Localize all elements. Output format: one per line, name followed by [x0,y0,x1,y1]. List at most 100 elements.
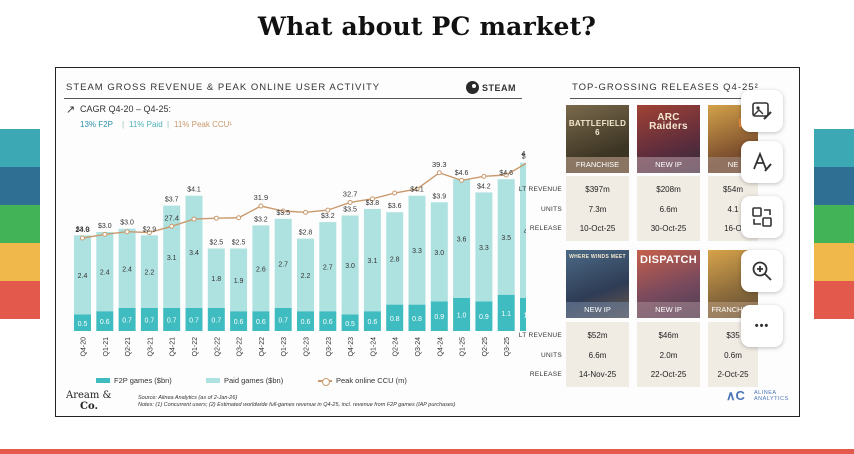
row1-revenue-3: $54m [722,185,743,194]
image-edit-button[interactable] [741,90,783,132]
game-tag: FRANCHISE [566,157,629,173]
row2-revenue-1: $52m [587,331,608,340]
x-tick-label: Q4-24 [437,337,444,357]
source-text: Source: Alinea Analytics (as of 2-Jan-26… [138,395,238,401]
right-color-tab-teal [814,129,854,167]
paid-bar [74,235,91,315]
f2p-bar [230,311,248,331]
f2p-bar [497,294,515,331]
f2p-bar [386,304,404,331]
row1-revenue-2: $208m [656,185,681,194]
paid-bar [140,235,158,308]
text-style-icon [753,151,772,172]
alinea-logo-text: ALINEA ANALYTICS [754,390,789,402]
paid-bar [408,195,426,305]
total-value-label: $4.1 [187,187,201,194]
paid-bar [274,218,292,308]
game-title: DISPATCH [640,254,697,266]
paid-bar [363,208,381,312]
left-color-tab-blue [0,167,40,205]
chart-source: Source: Alinea Analytics (as of 2-Jan-26… [138,395,518,409]
row1-units-2: 6.6m [659,205,678,214]
game-tile-where-winds-meet: WHERE WINDS MEET NEW IP [566,250,629,318]
f2p-bar [363,311,381,331]
metric-col-4 [566,322,629,387]
row1-label-release: RELEASE [529,225,562,232]
swap-button[interactable] [741,196,783,238]
ccu-value-label: 39.3 [432,160,447,169]
f2p-value-label: 0.7 [211,317,221,324]
cagr-title: CAGR Q4-20 – Q4-25: [80,104,172,114]
total-value-label: $2.5 [209,240,223,247]
row2-release-2: 22-Oct-25 [650,370,687,379]
x-tick-label: Q1-24 [370,337,377,357]
zoom-in-button[interactable] [741,250,783,292]
x-tick-label: Q1-23 [281,337,288,357]
x-tick-label: Q1-21 [103,337,110,357]
f2p-bar [430,301,448,331]
f2p-bar [475,301,493,331]
steam-chart-header: STEAM GROSS REVENUE & PEAK ONLINE USER A… [66,82,381,93]
right-color-tab-blue [814,167,854,205]
ccu-value-label: 32.7 [343,189,358,198]
total-value-label: $4.6 [499,170,513,177]
game-tile-dispatch: DISPATCH NEW IP [637,250,700,318]
cagr-separator-2: | [167,120,170,129]
game-tile-battlefield: BATTLEFIELD 6 FRANCHISE [566,105,629,173]
text-style-button[interactable] [741,141,783,183]
left-header-rule [64,98,522,99]
ccu-point [191,216,197,222]
zoom-in-icon [752,261,772,281]
f2p-value-label: 1.0 [457,313,467,320]
paid-value-label: 2.4 [78,273,88,280]
total-value-label: $3.2 [254,216,268,223]
f2p-bar [319,311,337,331]
row1-units-3: 4.1 [727,205,739,214]
ccu-point [169,223,175,229]
f2p-bar [163,307,181,331]
bottom-accent-rule [0,449,854,454]
x-tick-label: Q3-25 [504,337,511,357]
game-tag: NEW IP [637,302,700,318]
paid-bar [118,228,136,308]
paid-value-label: 2.6 [256,266,266,273]
legend-f2p: F2P games ($bn) [96,376,172,385]
f2p-value-label: 0.5 [345,321,355,328]
ccu-value-label: 31.9 [254,193,269,202]
x-tick-label: Q2-23 [304,337,311,357]
legend-paid-label: Paid games ($bn) [224,376,284,385]
ccu-point [303,209,308,215]
aream-logo: Aream & Co. [66,390,111,412]
legend-paid-swatch [206,378,220,383]
paid-bar [297,238,314,312]
more-options-button[interactable]: ••• [741,305,783,347]
aream-logo-line1: Aream & [66,390,112,401]
x-tick-label: Q3-21 [147,337,154,357]
row2-label-release: RELEASE [529,371,562,378]
ccu-point [258,203,264,209]
paid-value-label: 2.7 [278,261,288,268]
f2p-bar [520,298,526,331]
row1-release-2: 30-Oct-25 [650,224,687,233]
total-value-label: $2.8 [299,230,313,237]
ccu-point [436,170,442,176]
legend-ccu-label: Peak online CCU (m) [336,376,407,385]
legend-ccu-line [318,377,332,386]
trend-up-icon: ↗ [66,104,76,116]
paid-bar [475,192,493,302]
total-value-label: $5.1 [522,154,526,161]
alinea-logo-line1: ALINEA [754,390,777,396]
x-tick-label: Q4-20 [81,337,88,357]
row1-release-3: 16-O [724,224,742,233]
x-tick-label: Q2-25 [482,337,489,357]
total-value-label: $4.2 [477,183,491,190]
f2p-bar [140,307,158,331]
row2-units-3: 0.6m [724,351,742,360]
paid-value-label: 3.6 [457,237,467,244]
total-value-label: $3.9 [432,193,446,200]
ccu-point [80,235,85,241]
f2p-value-label: 1.1 [501,311,511,318]
ccu-point [392,190,398,196]
notes-text: Notes: (1) Concurrent users; (2) Estimat… [138,402,456,408]
game-title: ARC Raiders [649,112,688,132]
